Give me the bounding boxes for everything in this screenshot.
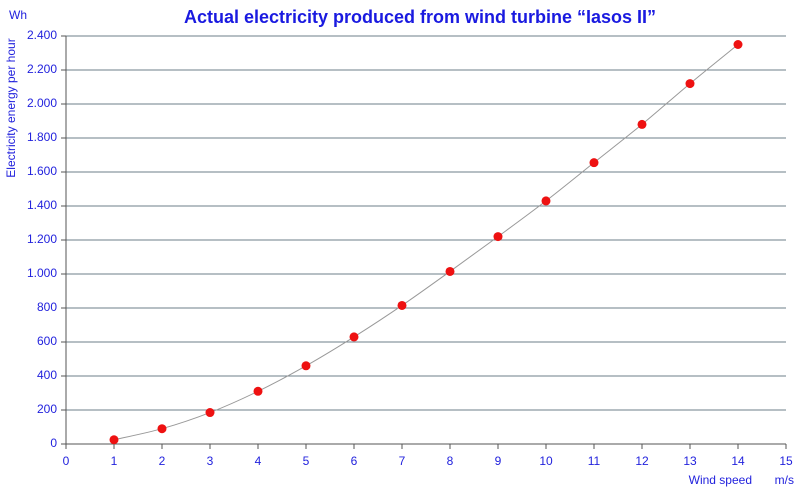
y-tick-label: 200 bbox=[37, 402, 57, 416]
x-tick-label: 4 bbox=[255, 454, 262, 468]
point bbox=[685, 79, 695, 89]
x-tick-label: 11 bbox=[588, 454, 601, 468]
y-tick-label: 400 bbox=[37, 368, 57, 382]
y-tick-label: 800 bbox=[37, 300, 57, 314]
x-tick-label: 8 bbox=[447, 454, 454, 468]
point bbox=[493, 232, 503, 242]
point bbox=[733, 40, 743, 49]
x-tick-label: 7 bbox=[399, 454, 406, 468]
point bbox=[445, 266, 455, 276]
y-tick-label: 1.200 bbox=[27, 232, 57, 246]
point bbox=[157, 424, 167, 434]
x-tick-label: 2 bbox=[159, 454, 166, 468]
point bbox=[589, 158, 599, 168]
y-tick-label: 2.200 bbox=[27, 62, 57, 76]
x-tick-label: 13 bbox=[683, 454, 697, 468]
x-tick-label: 15 bbox=[779, 454, 793, 468]
x-tick-label: 3 bbox=[207, 454, 214, 468]
y-tick-label: 1.600 bbox=[27, 164, 57, 178]
x-axis-label: Wind speed bbox=[689, 473, 752, 487]
y-tick-label: 1.400 bbox=[27, 198, 57, 212]
x-tick-label: 10 bbox=[539, 454, 553, 468]
point bbox=[397, 300, 407, 310]
y-tick-label: 2.400 bbox=[27, 28, 57, 42]
x-tick-label: 9 bbox=[495, 454, 502, 468]
x-tick-label: 12 bbox=[635, 454, 649, 468]
point bbox=[109, 435, 119, 445]
y-tick-label: 600 bbox=[37, 334, 57, 348]
point bbox=[637, 119, 647, 129]
point bbox=[205, 408, 215, 418]
x-tick-label: 14 bbox=[731, 454, 745, 468]
x-tick-label: 0 bbox=[63, 454, 70, 468]
x-tick-label: 1 bbox=[111, 454, 118, 468]
point bbox=[253, 386, 263, 396]
y-tick-label: 2.000 bbox=[27, 96, 57, 110]
point bbox=[301, 361, 311, 371]
y-tick-label: 1.000 bbox=[27, 266, 57, 280]
point bbox=[349, 332, 359, 342]
y-unit: Wh bbox=[9, 8, 27, 22]
chart-title: Actual electricity produced from wind tu… bbox=[184, 7, 656, 27]
x-unit: m/s bbox=[775, 473, 794, 487]
y-axis-label: Electricity energy per hour bbox=[4, 38, 18, 177]
y-tick-label: 1.800 bbox=[27, 130, 57, 144]
x-tick-label: 6 bbox=[351, 454, 358, 468]
point bbox=[541, 196, 551, 206]
x-tick-label: 5 bbox=[303, 454, 310, 468]
y-tick-label: 0 bbox=[50, 436, 57, 450]
